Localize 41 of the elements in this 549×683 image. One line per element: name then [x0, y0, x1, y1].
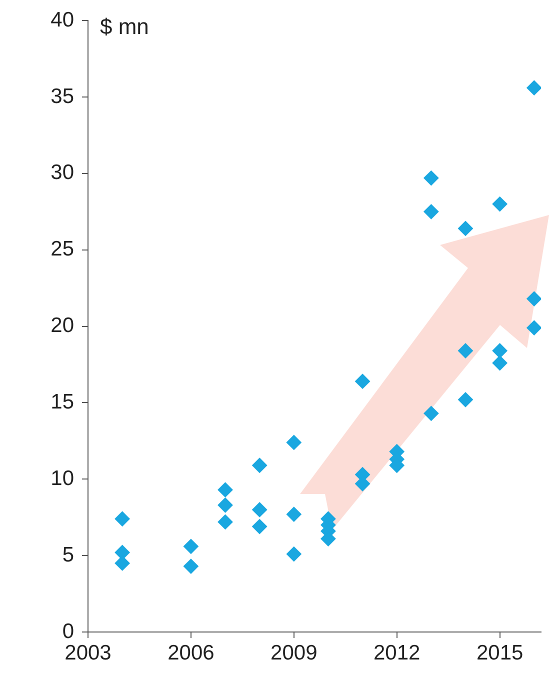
point: [526, 291, 541, 306]
x-tick-label: 2006: [168, 641, 214, 664]
point: [424, 204, 439, 220]
point: [114, 556, 130, 571]
y-tick-label: 20: [50, 314, 74, 338]
y-tick-label: 0: [62, 620, 74, 643]
point: [252, 519, 268, 534]
point: [458, 343, 473, 358]
point: [286, 546, 302, 562]
point: [218, 514, 233, 530]
x-tick-label: 2009: [270, 641, 318, 664]
point: [526, 320, 541, 336]
point: [183, 538, 198, 554]
y-tick-label: 40: [50, 8, 74, 32]
point: [218, 482, 233, 498]
y-tick-label: 15: [50, 390, 74, 414]
point: [218, 498, 233, 513]
x-tick-label: 2012: [374, 641, 420, 664]
y-tick-label: 25: [50, 238, 74, 261]
point: [458, 220, 473, 236]
point: [355, 374, 370, 389]
point: [492, 343, 508, 358]
point: [252, 502, 268, 518]
point: [286, 434, 302, 450]
y-tick-label: 10: [50, 466, 74, 490]
x-tick-label: 2003: [64, 641, 112, 664]
point: [286, 506, 302, 522]
y-tick-label: 30: [50, 161, 74, 184]
point: [252, 458, 268, 473]
point: [114, 511, 130, 526]
y-tick-label: 5: [62, 543, 74, 566]
x-tick-label: 2015: [476, 641, 524, 664]
point: [424, 170, 439, 186]
point: [424, 406, 439, 421]
point: [526, 80, 541, 96]
point: [492, 196, 508, 212]
y-axis-title: $ mn: [100, 14, 149, 40]
y-tick-label: 35: [50, 84, 74, 108]
point: [492, 355, 508, 370]
point: [183, 558, 198, 574]
point: [458, 392, 473, 408]
